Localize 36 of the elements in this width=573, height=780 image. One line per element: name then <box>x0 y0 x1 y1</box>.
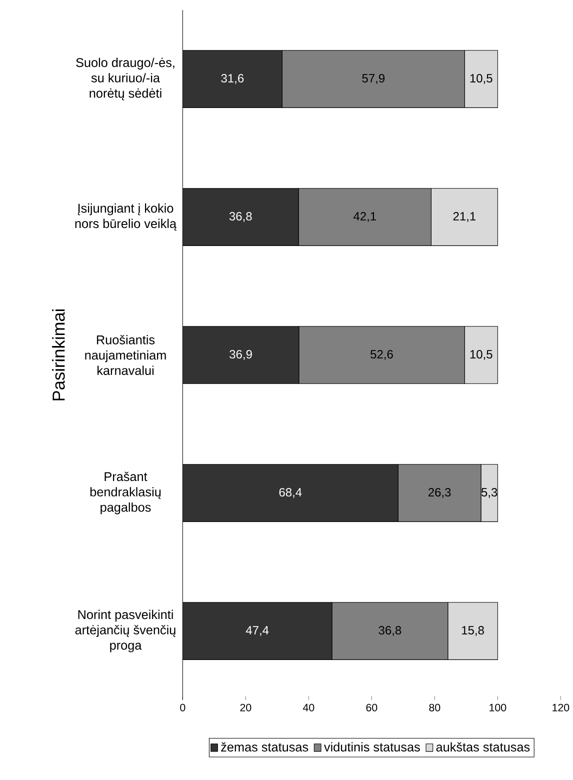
y-tick-label: Ruošiantis naujametiniam karnavalui <box>85 335 166 376</box>
legend-label: aukštas statusas <box>436 742 530 752</box>
legend-label: žemas statusas <box>221 742 308 752</box>
y-tick-label: Norint pasveikinti artėjančių švenčių proga <box>75 610 176 652</box>
bar <box>182 602 332 660</box>
y-tick-label: Įsijungiant į kokio nors būrelio veiklą <box>75 203 176 231</box>
data-label: 10,5 <box>470 350 492 360</box>
data-label: 15,8 <box>462 626 484 636</box>
x-tick-label: 60 <box>366 704 378 712</box>
data-label: 57,9 <box>362 74 384 84</box>
data-label: 31,6 <box>221 74 244 84</box>
data-label: 47,4 <box>246 626 269 636</box>
x-tick-label: 0 <box>180 704 186 712</box>
data-label: 36,9 <box>230 350 252 360</box>
x-tick-label: 40 <box>302 704 314 712</box>
data-label: 42,1 <box>353 212 376 222</box>
x-tick-label: 80 <box>429 704 440 712</box>
x-tick-label: 120 <box>552 704 570 712</box>
legend-label: vidutinis statusas <box>324 742 420 752</box>
y-tick-label: Prašant bendraklasių pagalbos <box>90 472 161 514</box>
y-axis-title: Pasirinkimai <box>52 309 65 400</box>
data-label: 36,8 <box>378 626 402 636</box>
data-label: 21,1 <box>453 212 476 222</box>
bar <box>182 464 398 522</box>
data-label: 5,3 <box>481 488 498 498</box>
x-tick-label: 20 <box>240 704 252 712</box>
bar <box>182 326 300 384</box>
data-label: 26,3 <box>428 488 451 498</box>
data-label: 68,4 <box>279 488 302 498</box>
data-label: 52,6 <box>370 350 393 360</box>
data-label: 36,8 <box>229 212 252 222</box>
y-tick-label: Suolo draugo/-ės, su kuriuo/-ia norėtų sėdėti <box>76 58 174 100</box>
x-tick-label: 100 <box>490 704 506 712</box>
data-label: 10,5 <box>470 74 492 84</box>
bar <box>182 50 282 108</box>
bar <box>182 188 299 246</box>
